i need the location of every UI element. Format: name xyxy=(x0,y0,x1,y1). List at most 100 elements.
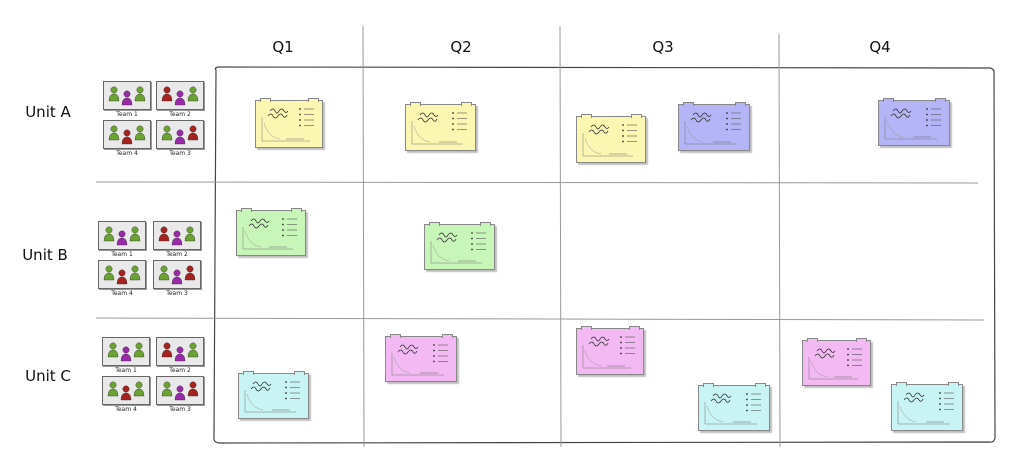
team-icon[interactable]: Team 4 xyxy=(102,376,150,413)
person-icon xyxy=(107,342,119,358)
team-group-unit-b: Team 1 Team 2 Team 4 Team 3 xyxy=(98,221,208,303)
person-icon xyxy=(108,86,120,102)
card-scribble xyxy=(588,341,609,347)
person-icon xyxy=(174,346,186,362)
person-icon xyxy=(116,269,128,285)
person-icon xyxy=(171,230,183,246)
team-label: Team 4 xyxy=(111,290,133,297)
card-sketch xyxy=(430,232,486,264)
person-icon xyxy=(158,226,170,242)
person-icon xyxy=(103,265,115,281)
roadmap-card[interactable] xyxy=(255,98,323,148)
roadmap-card[interactable] xyxy=(236,208,306,256)
card-scribble xyxy=(903,397,924,403)
card-bullet xyxy=(746,409,748,412)
card-tab-right xyxy=(948,382,959,386)
card-sketch xyxy=(884,108,941,140)
card-tab-left xyxy=(241,208,252,212)
roadmap-card[interactable] xyxy=(878,98,950,146)
card-bullet xyxy=(620,341,622,344)
card-curve xyxy=(413,125,431,143)
roadmap-card[interactable] xyxy=(802,338,871,386)
team-icon[interactable]: Team 4 xyxy=(103,120,151,157)
card-tab-right xyxy=(856,338,867,342)
roadmap-card[interactable] xyxy=(405,102,476,151)
team-icon[interactable]: Team 4 xyxy=(98,260,146,297)
roadmap-card[interactable] xyxy=(678,102,750,151)
team-icon[interactable]: Team 2 xyxy=(156,337,204,374)
card-curve xyxy=(393,356,411,374)
card-scribble xyxy=(890,113,911,119)
team-label: Team 3 xyxy=(169,406,191,413)
card-bullet xyxy=(471,237,473,240)
card-curve xyxy=(432,244,450,262)
team-icon[interactable]: Team 3 xyxy=(156,376,204,413)
card-scribble xyxy=(690,117,711,123)
card-sketch xyxy=(244,381,300,413)
team-icon[interactable]: Team 3 xyxy=(153,260,201,297)
card-tab-left xyxy=(260,98,271,102)
card-tab-left xyxy=(243,371,254,375)
team-label: Team 4 xyxy=(116,150,138,157)
roadmap-card[interactable] xyxy=(576,114,646,163)
card-tab-right xyxy=(461,102,472,106)
person-icon xyxy=(161,86,173,102)
roadmap-card[interactable] xyxy=(698,383,770,431)
card-bullet xyxy=(299,119,301,121)
person-icon xyxy=(133,342,145,358)
card-scribble xyxy=(419,112,439,118)
card-scribble xyxy=(814,353,835,359)
team-label: Team 1 xyxy=(115,367,137,374)
column-header-q2: Q2 xyxy=(450,38,472,56)
person-icon xyxy=(187,381,199,397)
card-scribble xyxy=(250,218,270,224)
card-sketch xyxy=(704,393,761,425)
person-icon xyxy=(187,125,199,141)
card-scribble xyxy=(399,344,419,350)
person-icon xyxy=(158,265,170,281)
card-sketch xyxy=(897,392,954,425)
card-scribble xyxy=(892,108,912,114)
card-scribble xyxy=(590,336,610,342)
row-divider-2 xyxy=(95,317,985,321)
card-bullet xyxy=(299,124,301,127)
card-bullet xyxy=(471,243,473,245)
team-icon[interactable]: Team 1 xyxy=(103,81,151,118)
card-scribble xyxy=(588,129,609,135)
roadmap-card[interactable] xyxy=(385,334,457,382)
team-icon[interactable]: Team 1 xyxy=(102,337,150,374)
team-label: Team 1 xyxy=(111,251,133,258)
person-icon xyxy=(108,125,120,141)
team-icon[interactable]: Team 1 xyxy=(98,221,146,258)
team-icon[interactable]: Team 3 xyxy=(156,120,204,157)
team-label: Team 2 xyxy=(166,251,188,258)
roadmap-card[interactable] xyxy=(424,222,495,270)
roadmap-card[interactable] xyxy=(891,382,963,431)
roadmap-card[interactable] xyxy=(238,371,309,419)
team-icon[interactable]: Team 2 xyxy=(156,81,204,118)
card-bullet xyxy=(847,353,849,356)
person-icon xyxy=(129,226,141,242)
card-bullet xyxy=(622,140,624,143)
team-label: Team 4 xyxy=(115,406,137,413)
person-icon xyxy=(187,86,199,102)
column-divider-3 xyxy=(778,33,781,448)
card-bullet xyxy=(285,392,287,394)
card-bullet xyxy=(452,112,454,114)
team-label: Team 1 xyxy=(116,111,138,118)
card-bullet xyxy=(939,403,941,405)
card-bullet xyxy=(726,123,728,125)
person-icon xyxy=(116,230,128,246)
person-icon xyxy=(129,265,141,281)
card-bullet xyxy=(282,218,284,220)
card-scribble xyxy=(248,223,269,229)
card-sketch xyxy=(391,344,448,376)
card-curve xyxy=(899,405,917,423)
card-bullet xyxy=(299,108,301,110)
card-tab-left xyxy=(883,98,894,102)
card-sketch xyxy=(582,124,637,157)
team-icon[interactable]: Team 2 xyxy=(153,221,201,258)
card-scribble xyxy=(816,348,836,354)
card-tab-right xyxy=(480,222,491,226)
roadmap-card[interactable] xyxy=(576,326,644,375)
